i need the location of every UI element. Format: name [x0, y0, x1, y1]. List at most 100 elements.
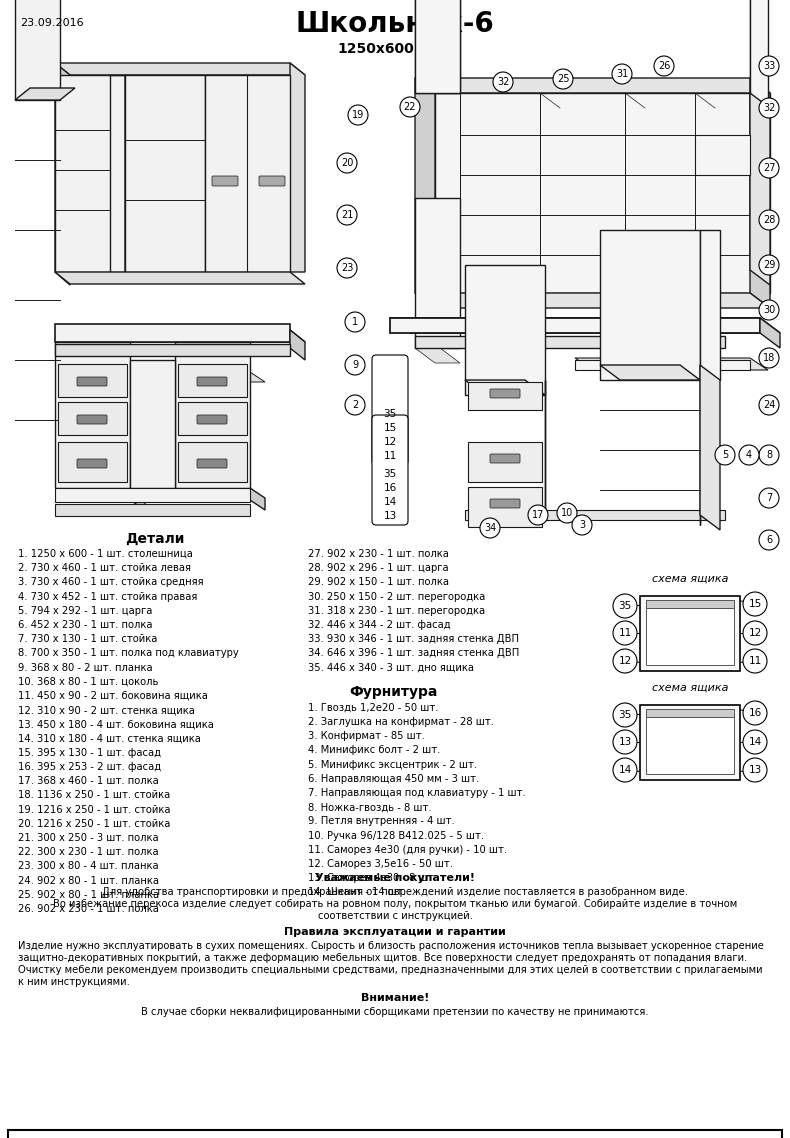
Circle shape — [759, 300, 779, 320]
Circle shape — [759, 158, 779, 178]
Bar — [646, 711, 734, 774]
Bar — [55, 343, 130, 488]
Text: В случае сборки неквалифицированными сборщиками претензии по качеству не принима: В случае сборки неквалифицированными сбо… — [141, 1007, 649, 1017]
FancyBboxPatch shape — [77, 377, 107, 386]
Text: 18. 1136 х 250 - 1 шт. стойка: 18. 1136 х 250 - 1 шт. стойка — [18, 791, 171, 800]
Text: 26: 26 — [658, 61, 670, 71]
Text: 15: 15 — [748, 599, 762, 609]
Circle shape — [759, 445, 779, 465]
Circle shape — [654, 56, 674, 76]
Circle shape — [337, 258, 357, 278]
Bar — [750, 0, 768, 110]
Bar — [178, 442, 247, 483]
Circle shape — [715, 445, 735, 465]
Bar — [600, 230, 700, 380]
Text: 32: 32 — [497, 77, 510, 86]
Text: 21. 300 х 250 - 3 шт. полка: 21. 300 х 250 - 3 шт. полка — [18, 833, 159, 843]
Text: 11: 11 — [619, 628, 632, 638]
Text: 24: 24 — [763, 399, 775, 410]
Text: 11: 11 — [748, 655, 762, 666]
Bar — [646, 602, 734, 665]
Text: 32. 446 х 344 - 2 шт. фасад: 32. 446 х 344 - 2 шт. фасад — [308, 620, 450, 630]
Text: 16: 16 — [748, 708, 762, 718]
Text: 5. Минификс эксцентрик - 2 шт.: 5. Минификс эксцентрик - 2 шт. — [308, 759, 477, 769]
Text: 7. 730 х 130 - 1 шт. стойка: 7. 730 х 130 - 1 шт. стойка — [18, 634, 157, 644]
Circle shape — [345, 312, 365, 332]
Text: 3. Конфирмат - 85 шт.: 3. Конфирмат - 85 шт. — [308, 732, 425, 741]
Text: 34: 34 — [483, 523, 496, 533]
Text: 6. 452 х 230 - 1 шт. полка: 6. 452 х 230 - 1 шт. полка — [18, 620, 152, 630]
Text: 17: 17 — [532, 510, 544, 520]
Circle shape — [743, 592, 767, 616]
Bar — [640, 596, 740, 671]
Bar — [58, 364, 127, 397]
Text: 27: 27 — [763, 163, 775, 173]
Text: 14. Шкант - 14 шт.: 14. Шкант - 14 шт. — [308, 888, 406, 898]
Polygon shape — [415, 79, 460, 93]
Text: к ним инструкциями.: к ним инструкциями. — [18, 978, 130, 987]
Polygon shape — [55, 272, 305, 284]
Text: Для удобства транспортировки и предохранения от повреждений изделие поставляется: Для удобства транспортировки и предохран… — [102, 887, 688, 897]
Text: 15. 395 х 130 - 1 шт. фасад: 15. 395 х 130 - 1 шт. фасад — [18, 748, 161, 758]
Text: 33: 33 — [763, 61, 775, 71]
Text: 5. 794 х 292 - 1 шт. царга: 5. 794 х 292 - 1 шт. царга — [18, 605, 152, 616]
Circle shape — [759, 255, 779, 275]
Text: 1: 1 — [352, 318, 358, 327]
Text: 9: 9 — [352, 360, 358, 370]
Bar — [55, 324, 290, 343]
Polygon shape — [390, 318, 780, 333]
Bar — [695, 135, 750, 175]
Text: 13: 13 — [748, 765, 762, 775]
Polygon shape — [415, 348, 460, 363]
Text: схема ящика: схема ящика — [652, 683, 728, 693]
Text: защитно-декоративных покрытий, а также деформацию мебельных щитов. Все поверхнос: защитно-декоративных покрытий, а также д… — [18, 953, 747, 963]
FancyBboxPatch shape — [77, 415, 107, 424]
Text: 13. 450 х 180 - 4 шт. боковина ящика: 13. 450 х 180 - 4 шт. боковина ящика — [18, 719, 214, 729]
Text: 26. 902 х 230 - 1 шт. полка: 26. 902 х 230 - 1 шт. полка — [18, 904, 159, 914]
Circle shape — [613, 758, 637, 782]
Text: 16: 16 — [383, 483, 397, 493]
Circle shape — [480, 518, 500, 538]
Polygon shape — [465, 380, 545, 395]
Text: Во избежание перекоса изделие следует собирать на ровном полу, покрытом тканью и: Во избежание перекоса изделие следует со… — [53, 899, 737, 909]
Bar — [178, 364, 247, 397]
Text: 35: 35 — [619, 601, 632, 611]
Bar — [415, 198, 460, 348]
Text: 22. 300 х 230 - 1 шт. полка: 22. 300 х 230 - 1 шт. полка — [18, 847, 159, 857]
Bar — [390, 318, 760, 333]
Text: 10. Ручка 96/128 В412.025 - 5 шт.: 10. Ручка 96/128 В412.025 - 5 шт. — [308, 831, 484, 841]
Circle shape — [572, 516, 592, 535]
Bar — [646, 600, 734, 608]
Text: 13. Саморез 4е30 - 8 шт.: 13. Саморез 4е30 - 8 шт. — [308, 873, 437, 883]
Polygon shape — [15, 88, 75, 100]
Text: 29. 902 х 150 - 1 шт. полка: 29. 902 х 150 - 1 шт. полка — [308, 577, 449, 587]
Text: 23: 23 — [340, 263, 353, 273]
Text: 22: 22 — [404, 102, 416, 112]
FancyBboxPatch shape — [490, 454, 520, 463]
Text: 19. 1216 х 250 - 1 шт. стойка: 19. 1216 х 250 - 1 шт. стойка — [18, 805, 171, 815]
Text: 31. 318 х 230 - 1 шт. перегородка: 31. 318 х 230 - 1 шт. перегородка — [308, 605, 485, 616]
Polygon shape — [250, 488, 265, 510]
FancyBboxPatch shape — [490, 498, 520, 508]
Text: соответствии с инструкцией.: соответствии с инструкцией. — [318, 912, 472, 921]
Bar — [415, 336, 725, 348]
Text: 14: 14 — [748, 737, 762, 747]
Polygon shape — [700, 365, 720, 530]
Text: 13: 13 — [619, 737, 632, 747]
Text: 25: 25 — [557, 74, 570, 84]
Text: 23. 300 х 80 - 4 шт. планка: 23. 300 х 80 - 4 шт. планка — [18, 861, 159, 872]
Bar — [468, 382, 542, 410]
Text: 8. 700 х 350 - 1 шт. полка под клавиатуру: 8. 700 х 350 - 1 шт. полка под клавиатур… — [18, 649, 239, 659]
Text: 35: 35 — [383, 469, 397, 479]
Text: 7: 7 — [766, 493, 772, 503]
Text: 10: 10 — [561, 508, 573, 518]
Text: 25. 902 х 80 - 1 шт. планка: 25. 902 х 80 - 1 шт. планка — [18, 890, 159, 900]
Bar — [58, 442, 127, 483]
FancyBboxPatch shape — [197, 415, 227, 424]
Circle shape — [348, 105, 368, 125]
Bar — [15, 0, 60, 100]
FancyBboxPatch shape — [490, 389, 520, 398]
FancyBboxPatch shape — [259, 176, 285, 185]
Text: 3: 3 — [579, 520, 585, 530]
Text: 35. 446 х 340 - 3 шт. дно ящика: 35. 446 х 340 - 3 шт. дно ящика — [308, 662, 474, 673]
